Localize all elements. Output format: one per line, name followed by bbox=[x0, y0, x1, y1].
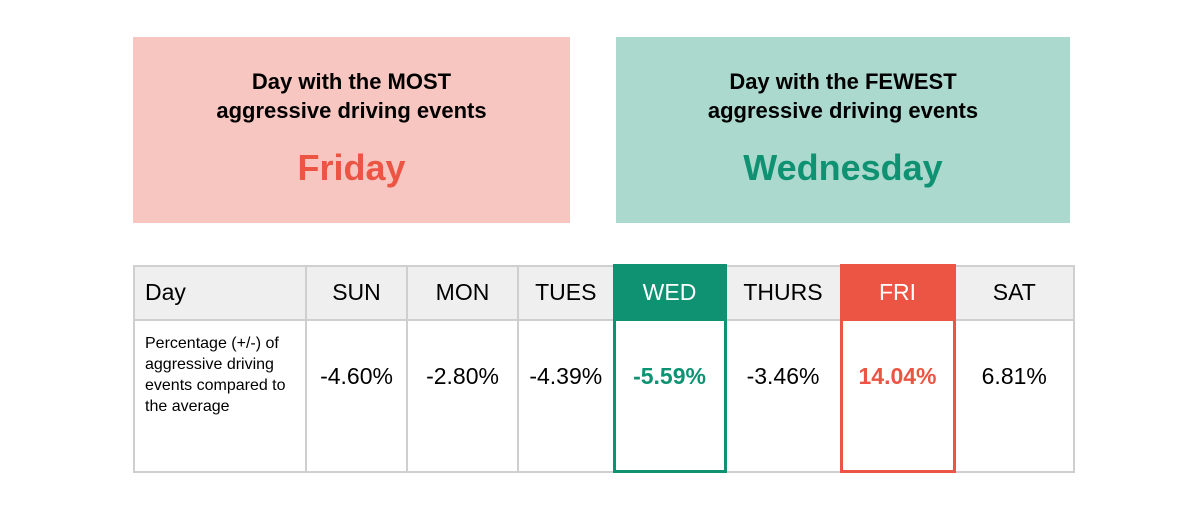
fewest-events-heading-line1: Day with the FEWEST bbox=[729, 69, 957, 94]
most-events-day: Friday bbox=[297, 147, 406, 188]
value-cell-sun: -4.60% bbox=[305, 318, 408, 473]
fewest-events-heading-line2: aggressive driving events bbox=[707, 98, 979, 123]
most-events-card: Day with the MOST aggressive driving eve… bbox=[133, 37, 570, 223]
fewest-events-day: Wednesday bbox=[743, 147, 943, 188]
fewest-events-card: Day with the FEWEST aggressive driving e… bbox=[616, 37, 1070, 223]
value-cell-thurs: -3.46% bbox=[724, 318, 842, 473]
most-events-heading: Day with the MOST aggressive driving eve… bbox=[133, 67, 570, 125]
value-cell-fri: 14.04% bbox=[839, 318, 956, 473]
column-header-tues: TUES bbox=[517, 264, 615, 321]
value-cell-tues: -4.39% bbox=[517, 318, 615, 473]
column-header-day: Day bbox=[133, 264, 307, 321]
column-header-mon: MON bbox=[406, 264, 519, 321]
fewest-events-heading: Day with the FEWEST aggressive driving e… bbox=[616, 67, 1070, 125]
value-cell-wed: -5.59% bbox=[612, 318, 727, 473]
table-row: Percentage (+/-) of aggressive driving e… bbox=[133, 318, 1075, 473]
column-header-thurs: THURS bbox=[724, 264, 842, 321]
value-cell-sat: 6.81% bbox=[953, 318, 1075, 473]
column-header-sat: SAT bbox=[953, 264, 1075, 321]
most-events-heading-line2: aggressive driving events bbox=[216, 98, 487, 123]
column-header-sun: SUN bbox=[305, 264, 408, 321]
table-header-row: Day SUN MON TUES WED THURS FRI SAT bbox=[133, 264, 1075, 321]
most-events-heading-line1: Day with the MOST bbox=[251, 69, 452, 94]
value-cell-mon: -2.80% bbox=[406, 318, 519, 473]
column-header-fri: FRI bbox=[839, 264, 956, 321]
column-header-wed: WED bbox=[612, 264, 727, 321]
row-label: Percentage (+/-) of aggressive driving e… bbox=[133, 318, 307, 473]
aggressive-driving-table: Day SUN MON TUES WED THURS FRI SAT Perce… bbox=[133, 264, 1075, 473]
